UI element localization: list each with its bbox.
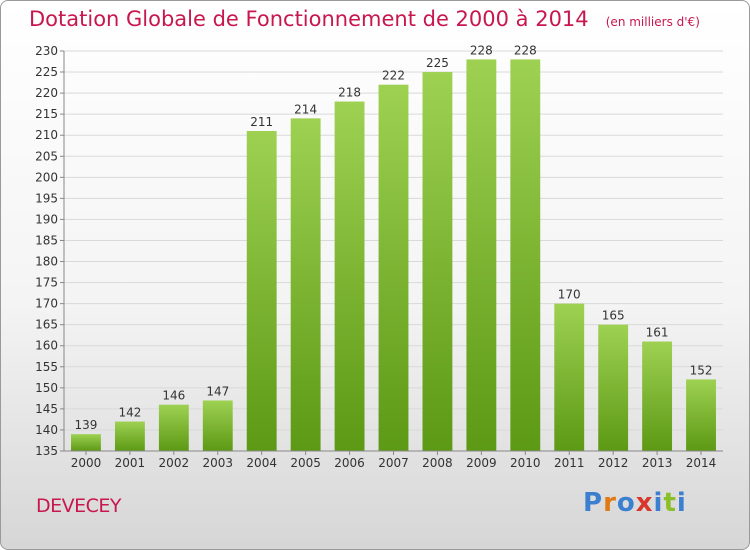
x-tick-label: 2002: [159, 456, 190, 470]
data-label: 170: [558, 288, 581, 302]
data-label: 146: [162, 389, 185, 403]
bar: [290, 118, 321, 452]
bar: [334, 101, 365, 452]
data-label: 165: [602, 309, 625, 323]
data-label: 228: [514, 43, 537, 57]
y-tick-label: 195: [35, 191, 58, 205]
bar: [202, 400, 233, 451]
x-tick-label: 2014: [686, 456, 717, 470]
y-tick-label: 225: [35, 65, 58, 79]
data-label: 139: [75, 418, 98, 432]
y-tick-label: 150: [35, 381, 58, 395]
logo-letter: r: [603, 488, 617, 518]
x-tick-label: 2010: [510, 456, 541, 470]
data-labels: 139 142 146 147 211 214 218 222 225 228 228 170 165 1…: [75, 43, 713, 432]
x-tick-label: 2004: [246, 456, 277, 470]
bar: [246, 131, 277, 451]
x-tick-label: 2007: [378, 456, 409, 470]
bar: [510, 59, 541, 451]
x-tick-labels: 2000 2001 2002 2003 2004 2005 2006 2007 2008 2009…: [71, 451, 717, 470]
x-tick-label: 2011: [554, 456, 585, 470]
place-name: DEVECEY: [36, 495, 122, 517]
y-tick-label: 215: [35, 107, 58, 121]
proxiti-logo: Proxiti: [583, 488, 687, 518]
logo-letter: t: [663, 488, 677, 518]
y-tick-label: 205: [35, 149, 58, 163]
logo-letter: o: [616, 488, 636, 518]
y-tick-label: 180: [35, 255, 58, 269]
data-label: 142: [118, 406, 141, 420]
y-tick-label: 145: [35, 402, 58, 416]
bar: [554, 303, 585, 451]
data-label: 161: [646, 326, 669, 340]
x-tick-label: 2012: [598, 456, 629, 470]
y-tick-label: 220: [35, 86, 58, 100]
data-label: 147: [206, 384, 229, 398]
logo-letter: i: [653, 488, 664, 518]
logo-letter: P: [583, 488, 604, 518]
bars: [71, 59, 716, 452]
y-tick-label: 170: [35, 297, 58, 311]
y-tick-label: 175: [35, 276, 58, 290]
y-tick-label: 200: [35, 170, 58, 184]
bar: [158, 404, 189, 451]
bar: [686, 379, 716, 451]
data-label: 152: [690, 363, 713, 377]
chart-subtitle: (en milliers d'€): [605, 15, 700, 29]
bar: [71, 434, 101, 451]
x-tick-label: 2001: [115, 456, 146, 470]
bar: [378, 84, 409, 452]
data-label: 228: [470, 43, 493, 57]
logo-letter: x: [635, 488, 654, 518]
bar: [466, 59, 497, 451]
y-tick-label: 190: [35, 212, 58, 226]
data-label: 214: [294, 102, 317, 116]
x-tick-label: 2008: [422, 456, 453, 470]
bar: [598, 324, 629, 451]
y-tick-label: 185: [35, 233, 58, 247]
y-tick-label: 165: [35, 318, 58, 332]
y-tick-label: 160: [35, 339, 58, 353]
chart-title: Dotation Globale de Fonctionnement de 20…: [29, 7, 589, 31]
bar: [422, 72, 453, 451]
x-tick-label: 2000: [71, 456, 102, 470]
data-label: 218: [338, 86, 361, 100]
data-label: 225: [426, 56, 449, 70]
title-line: Dotation Globale de Fonctionnement de 20…: [29, 7, 700, 31]
y-tick-labels: 135 140 145 150 155 160 165 170 175 180 185 190 195 2…: [35, 44, 64, 458]
data-label: 222: [382, 69, 405, 83]
y-tick-label: 140: [35, 423, 58, 437]
y-tick-label: 135: [35, 444, 58, 458]
bar: [642, 341, 673, 451]
x-tick-label: 2009: [466, 456, 497, 470]
x-tick-label: 2013: [642, 456, 673, 470]
y-tick-label: 230: [35, 44, 58, 58]
x-tick-label: 2005: [290, 456, 321, 470]
logo-letter: i: [676, 488, 687, 518]
x-tick-label: 2003: [202, 456, 233, 470]
y-tick-label: 210: [35, 128, 58, 142]
y-tick-label: 155: [35, 360, 58, 374]
bar: [114, 421, 145, 451]
data-label: 211: [250, 115, 273, 129]
x-tick-label: 2006: [334, 456, 365, 470]
